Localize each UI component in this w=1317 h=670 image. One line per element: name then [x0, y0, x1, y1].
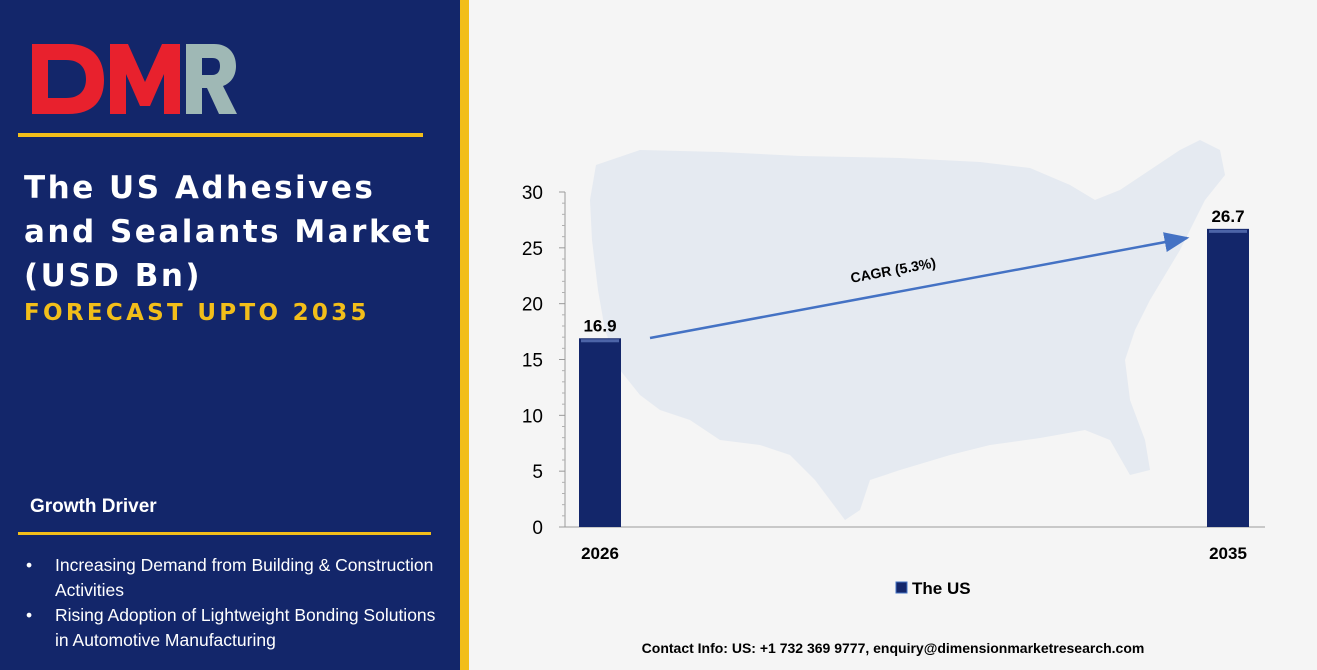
- growth-driver-divider: [18, 532, 431, 535]
- data-label: 16.9: [583, 316, 616, 335]
- title-line-3: (USD Bn): [24, 258, 203, 294]
- legend-label: The US: [912, 579, 971, 598]
- bar-highlight: [1209, 229, 1247, 233]
- list-item: • Rising Adoption of Lightweight Bonding …: [26, 603, 446, 653]
- data-label: 26.7: [1211, 207, 1244, 226]
- bars: 16.9 2026 26.7 2035: [579, 207, 1249, 563]
- left-panel: The US Adhesives and Sealants Market (US…: [0, 0, 460, 670]
- y-tick-label: 20: [522, 295, 543, 316]
- y-axis-minor-ticks: [562, 202, 565, 517]
- forecast-subtitle: FORECAST UPTO 2035: [24, 300, 370, 326]
- bullet-icon: •: [26, 555, 33, 575]
- bar-highlight: [581, 339, 619, 343]
- x-tick-label: 2035: [1209, 544, 1247, 563]
- logo-divider: [18, 133, 423, 137]
- page-title: The US Adhesives and Sealants Market (US…: [24, 166, 444, 298]
- growth-driver-text: Increasing Demand from Building & Constr…: [55, 555, 434, 600]
- y-tick-label: 5: [532, 462, 543, 483]
- title-line-2: and Sealants Market: [24, 214, 433, 250]
- us-map-background-icon: [590, 140, 1225, 520]
- x-tick-label: 2026: [581, 544, 619, 563]
- y-tick-label: 25: [522, 239, 543, 260]
- y-tick-label: 30: [522, 183, 543, 204]
- growth-driver-text: Rising Adoption of Lightweight Bonding S…: [55, 605, 436, 650]
- dmr-logo: [32, 44, 237, 114]
- bar: [1207, 228, 1249, 527]
- cagr-arrow: [649, 232, 1190, 340]
- growth-driver-heading: Growth Driver: [30, 496, 157, 517]
- y-axis-ticks: 0 5 10 15 20 25 30: [522, 183, 565, 539]
- y-tick-label: 10: [522, 406, 543, 427]
- y-tick-label: 0: [532, 518, 543, 539]
- title-line-1: The US Adhesives: [24, 170, 376, 206]
- bullet-icon: •: [26, 605, 33, 625]
- contact-info: Contact Info: US: +1 732 369 9777, enqui…: [641, 640, 1145, 656]
- y-tick-label: 15: [522, 351, 543, 372]
- bar: [579, 338, 621, 527]
- growth-driver-list: • Increasing Demand from Building & Const…: [26, 553, 446, 653]
- accent-stripe: [460, 0, 469, 670]
- list-item: • Increasing Demand from Building & Const…: [26, 553, 446, 603]
- legend-swatch: [895, 581, 908, 594]
